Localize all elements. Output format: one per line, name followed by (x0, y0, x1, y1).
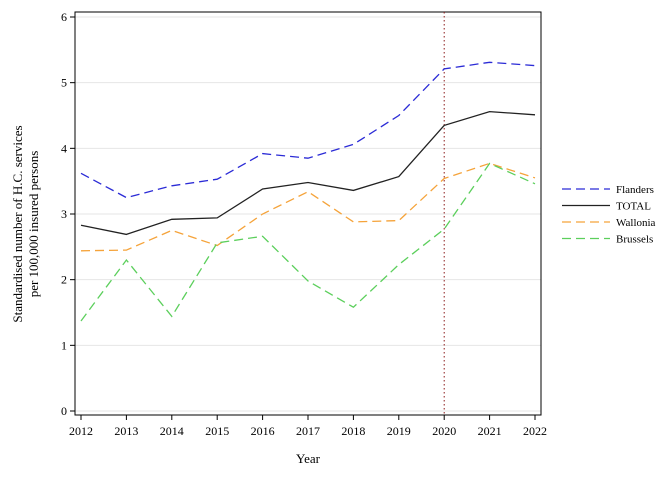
x-tick-label: 2016 (251, 424, 275, 438)
x-tick-label: 2021 (478, 424, 502, 438)
x-tick-label: 2013 (114, 424, 138, 438)
series-lines (80, 61, 536, 322)
x-axis: 2012 2013 2014 2015 2016 2017 2018 2019 2020 2021… (69, 415, 547, 438)
x-axis-label: Year (296, 451, 321, 466)
y-axis-label-line-1: Standardised number of H.C. services (10, 125, 25, 322)
series-line-flanders (80, 61, 536, 199)
gridlines (75, 16, 541, 412)
legend: Flanders TOTAL Wallonia Brussels (562, 184, 656, 246)
legend-label-wallonia: Wallonia (616, 217, 656, 229)
series-line-total (80, 110, 536, 236)
x-tick-label: 2020 (432, 424, 456, 438)
x-tick-label: 2014 (160, 424, 184, 438)
series-line-wallonia (80, 162, 536, 252)
y-tick-label: 0 (61, 404, 67, 418)
x-tick-label: 2018 (341, 424, 365, 438)
y-tick-label: 1 (61, 338, 67, 352)
y-tick-label: 5 (61, 76, 67, 90)
x-tick-label: 2022 (523, 424, 547, 438)
x-tick-label: 2015 (205, 424, 229, 438)
y-axis: 0 1 2 3 4 5 6 (61, 10, 75, 418)
series-line-brussels (80, 162, 536, 322)
legend-label-flanders: Flanders (616, 184, 654, 196)
y-tick-label: 4 (61, 141, 67, 155)
y-axis-label-line-2: per 100,000 insured persons (26, 151, 41, 298)
x-tick-label: 2017 (296, 424, 320, 438)
x-tick-label: 2012 (69, 424, 93, 438)
legend-label-brussels: Brussels (616, 234, 653, 246)
x-tick-label: 2019 (387, 424, 411, 438)
y-tick-label: 3 (61, 207, 67, 221)
y-tick-label: 2 (61, 273, 67, 287)
legend-label-total: TOTAL (616, 201, 651, 213)
y-tick-label: 6 (61, 10, 67, 24)
